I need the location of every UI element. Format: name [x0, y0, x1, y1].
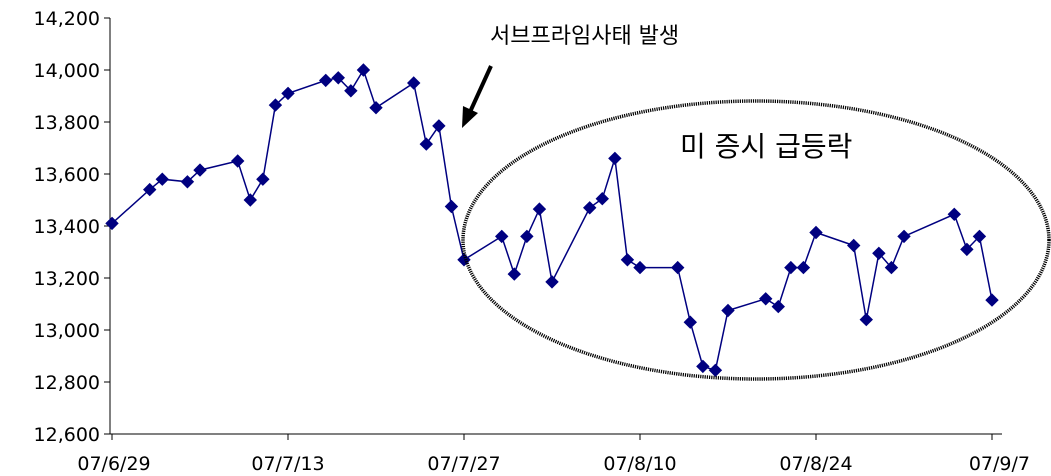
- data-point: [319, 73, 333, 88]
- y-tick-label: 13,800: [34, 112, 100, 134]
- data-point: [608, 151, 622, 166]
- volatility-annotation: 미 증시 급등락: [461, 99, 1051, 381]
- data-point: [419, 137, 433, 151]
- volatility-ellipse: [461, 99, 1051, 381]
- data-point: [595, 191, 609, 206]
- x-tick-label: 07/9/7: [969, 453, 1030, 475]
- data-point: [897, 229, 911, 244]
- y-tick-label: 13,400: [34, 216, 100, 238]
- subprime-annotation-label: 서브프라임사태 발생: [490, 24, 679, 49]
- y-axis-ticks: 12,600 12,800 13,000 13,200 13,400 13,600 13,8…: [34, 8, 110, 446]
- data-point: [721, 303, 735, 318]
- data-point: [872, 246, 886, 261]
- data-point: [960, 242, 974, 257]
- data-point: [671, 260, 685, 275]
- data-point: [947, 207, 961, 222]
- data-point: [507, 267, 521, 281]
- data-point: [784, 260, 798, 275]
- data-point: [620, 253, 635, 267]
- data-point: [683, 315, 697, 329]
- x-tick-label: 07/8/10: [603, 453, 676, 475]
- data-point: [457, 253, 471, 267]
- annotation-arrow-shaft: [468, 65, 493, 113]
- data-point: [231, 154, 245, 168]
- data-point: [520, 229, 534, 244]
- data-point: [859, 312, 873, 327]
- y-tick-label: 13,600: [34, 164, 100, 186]
- x-axis-ticks: 07/6/29 07/7/13 07/7/27 07/8/10 07/8/24 07/9/…: [77, 434, 1030, 475]
- data-point: [432, 119, 446, 133]
- data-point: [545, 275, 559, 289]
- y-tick-label: 13,200: [34, 268, 100, 290]
- x-tick-label: 07/7/13: [251, 453, 324, 475]
- data-point: [356, 63, 371, 77]
- annotation-arrow-head: [462, 106, 478, 128]
- data-point: [105, 216, 119, 231]
- y-tick-label: 12,800: [34, 372, 100, 394]
- y-tick-label: 14,000: [34, 60, 100, 82]
- data-point: [985, 293, 999, 307]
- subprime-annotation: 서브프라임사태 발생: [462, 24, 679, 128]
- data-point: [193, 163, 207, 177]
- data-point: [268, 98, 283, 112]
- data-point: [331, 71, 345, 85]
- volatility-annotation-label: 미 증시 급등락: [680, 130, 852, 163]
- x-tick-label: 07/6/29: [77, 453, 150, 475]
- data-point: [495, 229, 509, 244]
- data-point: [771, 299, 785, 314]
- y-tick-label: 14,200: [34, 8, 100, 30]
- x-tick-label: 07/8/24: [779, 453, 852, 475]
- data-point: [369, 100, 383, 115]
- data-point: [344, 84, 358, 98]
- data-point: [155, 172, 169, 186]
- data-point: [243, 193, 257, 207]
- axes: [109, 18, 1002, 435]
- data-point: [796, 260, 811, 275]
- data-point: [708, 363, 723, 378]
- data-point: [256, 172, 270, 186]
- data-point: [407, 76, 421, 90]
- data-point: [809, 225, 823, 240]
- x-tick-label: 07/7/27: [427, 453, 500, 475]
- data-point: [444, 199, 459, 214]
- data-point: [633, 260, 647, 275]
- data-point: [583, 201, 597, 215]
- data-point: [884, 260, 899, 275]
- data-point: [143, 182, 157, 197]
- data-point: [847, 238, 861, 253]
- data-point: [180, 175, 195, 189]
- data-point: [759, 292, 773, 306]
- data-point: [281, 86, 295, 101]
- data-point: [696, 359, 710, 374]
- data-point: [972, 229, 987, 244]
- y-tick-label: 12,600: [34, 424, 100, 446]
- series-markers: [105, 63, 999, 378]
- data-point: [532, 202, 547, 216]
- y-tick-label: 13,000: [34, 320, 100, 342]
- series-line: [111, 68, 993, 372]
